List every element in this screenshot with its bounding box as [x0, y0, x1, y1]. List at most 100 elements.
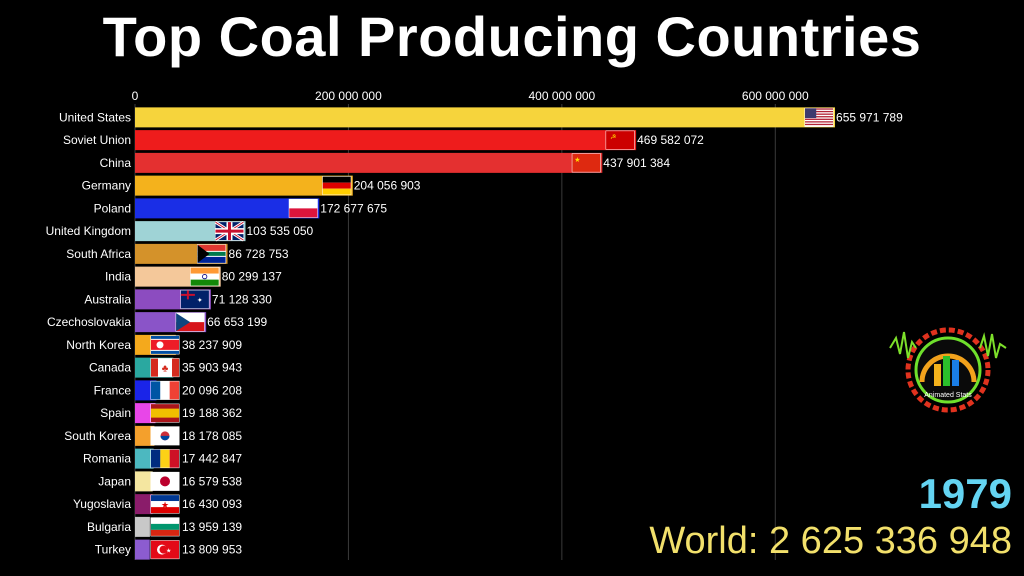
category-label: Yugoslavia	[73, 497, 131, 511]
flag-cn-icon: ★	[571, 153, 601, 173]
bar-row-australia: Australia ✦ 71 128 330	[84, 289, 272, 310]
value-label: 16 579 538	[182, 474, 242, 488]
flag-ro-icon	[150, 449, 180, 469]
value-label: 172 677 675	[320, 201, 387, 215]
flag-fr-icon	[150, 380, 180, 400]
x-tick-label: 600 000 000	[742, 89, 809, 103]
bar-row-germany: Germany 204 056 903	[82, 175, 421, 196]
bar-row-poland: Poland 172 677 675	[94, 198, 387, 219]
bar	[135, 175, 353, 196]
x-tick-label: 200 000 000	[315, 89, 382, 103]
category-label: Bulgaria	[87, 520, 131, 534]
value-label: 20 096 208	[182, 383, 242, 397]
flag-yu-icon: ★	[150, 494, 180, 514]
category-label: South Korea	[64, 429, 131, 443]
value-label: 19 188 362	[182, 406, 242, 420]
bar	[135, 107, 836, 128]
flag-jp-icon	[150, 471, 180, 491]
flag-kp-icon	[150, 335, 180, 355]
flag-ca-icon: ♣	[150, 358, 180, 378]
value-label: 71 128 330	[212, 292, 272, 306]
bar-row-china: China ★ 437 901 384	[100, 152, 670, 173]
logo-text: Animated Stats	[924, 392, 972, 399]
value-label: 18 178 085	[182, 429, 242, 443]
bar	[135, 198, 320, 219]
bar	[135, 471, 153, 492]
category-label: Czechoslovakia	[47, 315, 131, 329]
value-label: 103 535 050	[246, 224, 313, 238]
value-label: 38 237 909	[182, 338, 242, 352]
category-label: Poland	[94, 201, 131, 215]
flag-in-icon	[190, 267, 220, 287]
bar-row-france: France 20 096 208	[94, 380, 242, 401]
category-label: North Korea	[66, 338, 131, 352]
flag-za-icon	[197, 244, 227, 264]
category-label: China	[100, 156, 132, 170]
category-label: Soviet Union	[63, 133, 131, 147]
flag-bg-icon	[150, 517, 180, 537]
category-label: Japan	[98, 474, 131, 488]
bar	[135, 403, 156, 424]
x-tick-label: 400 000 000	[528, 89, 595, 103]
category-label: Spain	[100, 406, 131, 420]
bar-row-bulgaria: Bulgaria 13 959 139	[87, 516, 242, 537]
category-label: France	[94, 383, 132, 397]
flag-au-icon: ✦	[180, 289, 210, 309]
bar-row-japan: Japan 16 579 538	[98, 471, 242, 492]
bar-row-north-korea: North Korea 38 237 909	[66, 334, 242, 355]
flag-tr-icon: ★	[150, 540, 180, 560]
bar	[135, 494, 153, 515]
category-label: Turkey	[95, 543, 131, 557]
x-tick-label: 0	[132, 89, 139, 103]
value-label: 13 959 139	[182, 520, 242, 534]
bar-row-south-korea: South Korea 18 178 085	[64, 425, 242, 446]
value-label: 86 728 753	[229, 247, 289, 261]
bar-row-romania: Romania 17 442 847	[83, 448, 242, 469]
category-label: United States	[59, 110, 131, 124]
svg-text:★: ★	[161, 500, 169, 510]
flag-cz-icon	[175, 312, 205, 332]
bar-row-united-kingdom: United Kingdom 103 535 050	[46, 220, 314, 242]
bar-row-soviet-union: Soviet Union ☭ 469 582 072	[63, 130, 704, 151]
animated-stats-logo: Animated Stats	[889, 327, 1007, 413]
category-label: Germany	[82, 179, 131, 193]
bar-row-turkey: Turkey ★ 13 809 953	[95, 539, 242, 560]
chart-title: Top Coal Producing Countries	[102, 5, 922, 68]
svg-text:✦: ✦	[197, 296, 203, 304]
category-label: Romania	[83, 452, 131, 466]
value-label: 437 901 384	[603, 156, 670, 170]
value-label: 17 442 847	[182, 452, 242, 466]
svg-text:★: ★	[166, 548, 171, 555]
world-total: World: 2 625 336 948	[649, 520, 1012, 562]
svg-text:☭: ☭	[610, 134, 616, 141]
bar	[135, 448, 154, 469]
bar	[135, 130, 637, 151]
bar-row-india: India 80 299 137	[105, 266, 282, 287]
bar	[135, 516, 150, 537]
bar	[135, 539, 150, 560]
bar-row-yugoslavia: Yugoslavia ★ 16 430 093	[73, 494, 242, 515]
bar-row-czechoslovakia: Czechoslovakia 66 653 199	[47, 312, 268, 333]
logo-icon	[889, 327, 1007, 413]
bar-row-south-africa: South Africa 86 728 753	[66, 243, 289, 264]
category-label: Canada	[89, 361, 131, 375]
category-label: India	[105, 270, 131, 284]
flag-su-icon: ☭	[605, 130, 635, 150]
flag-es-icon	[150, 403, 180, 423]
svg-text:★: ★	[574, 156, 580, 164]
bar	[135, 425, 155, 446]
category-label: Australia	[84, 292, 131, 306]
flag-de-icon	[322, 176, 352, 196]
bar-row-canada: Canada ♣ 35 903 943	[89, 357, 242, 378]
bar-row-spain: Spain 19 188 362	[100, 403, 242, 424]
value-label: 35 903 943	[182, 361, 242, 375]
year-label: 1979	[918, 470, 1012, 517]
value-label: 13 809 953	[182, 543, 242, 557]
flag-kr-icon	[150, 426, 180, 446]
value-label: 80 299 137	[222, 270, 282, 284]
bar-row-united-states: United States 655 971 789	[59, 107, 903, 128]
value-label: 204 056 903	[354, 179, 421, 193]
value-label: 16 430 093	[182, 497, 242, 511]
flag-pl-icon	[288, 198, 318, 218]
